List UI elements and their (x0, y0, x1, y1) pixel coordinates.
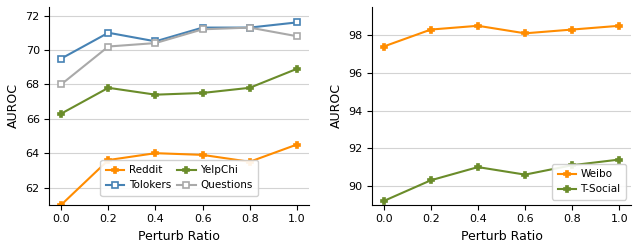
T-Social (616, 158, 623, 161)
YelpChi (105, 86, 112, 89)
Reddit (105, 158, 112, 162)
Weibo (427, 28, 434, 31)
Tolokers (246, 26, 253, 29)
Tolokers (199, 26, 207, 29)
Y-axis label: AUROC: AUROC (7, 83, 20, 128)
Legend: Weibo, T-Social: Weibo, T-Social (553, 164, 626, 200)
T-Social (380, 200, 387, 202)
Tolokers (152, 40, 160, 43)
Line: YelpChi: YelpChi (58, 66, 300, 117)
Questions (246, 26, 253, 29)
Questions (57, 83, 65, 86)
Reddit (57, 203, 65, 206)
Weibo (380, 45, 387, 48)
Reddit (293, 143, 300, 146)
YelpChi (199, 92, 207, 94)
Tolokers (293, 21, 300, 24)
Weibo (521, 32, 529, 35)
Reddit (152, 152, 160, 155)
Questions (152, 42, 160, 44)
Tolokers (105, 31, 112, 34)
Weibo (616, 24, 623, 27)
X-axis label: Perturb Ratio: Perturb Ratio (461, 230, 542, 243)
Questions (293, 35, 300, 38)
YelpChi (293, 67, 300, 70)
Line: T-Social: T-Social (380, 156, 623, 204)
X-axis label: Perturb Ratio: Perturb Ratio (138, 230, 220, 243)
Line: Weibo: Weibo (380, 22, 623, 50)
YelpChi (152, 93, 160, 96)
Y-axis label: AUROC: AUROC (329, 83, 343, 128)
T-Social (427, 179, 434, 182)
Questions (105, 45, 112, 48)
Legend: Reddit, Tolokers, YelpChi, Questions: Reddit, Tolokers, YelpChi, Questions (100, 160, 258, 196)
T-Social (521, 173, 529, 176)
Line: Questions: Questions (58, 24, 300, 88)
YelpChi (246, 86, 253, 89)
Line: Reddit: Reddit (58, 141, 300, 208)
T-Social (568, 164, 576, 167)
Line: Tolokers: Tolokers (58, 19, 300, 62)
Weibo (568, 28, 576, 31)
T-Social (474, 166, 482, 168)
Reddit (199, 154, 207, 156)
Tolokers (57, 57, 65, 60)
Weibo (474, 24, 482, 27)
Questions (199, 28, 207, 31)
Reddit (246, 160, 253, 163)
YelpChi (57, 112, 65, 115)
